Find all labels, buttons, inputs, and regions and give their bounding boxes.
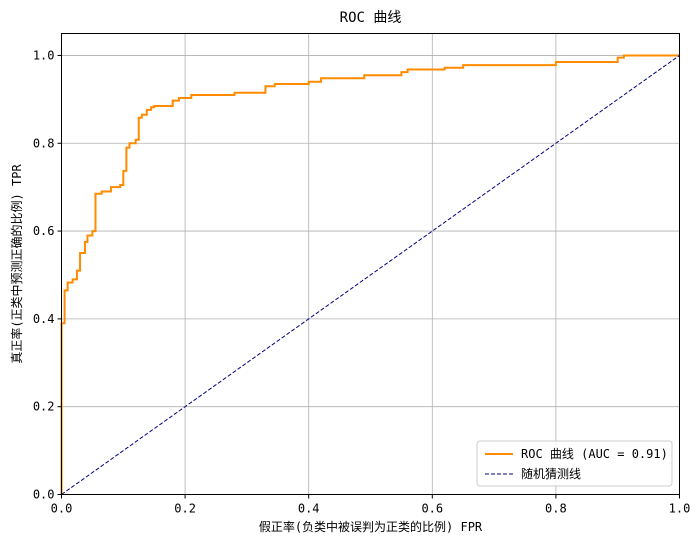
legend-label-random: 随机猜测线 bbox=[521, 466, 581, 481]
legend-box bbox=[476, 440, 673, 487]
x-tick-label: 0.6 bbox=[421, 502, 443, 516]
x-tick-label: 0.2 bbox=[174, 502, 196, 516]
x-ticks: 0.0 0.2 0.4 0.6 0.8 1.0 bbox=[51, 494, 691, 516]
x-tick-label: 0.8 bbox=[545, 502, 567, 516]
plot-frame bbox=[61, 33, 680, 495]
y-tick-label: 1.0 bbox=[33, 48, 55, 62]
x-tick-label: 0.0 bbox=[51, 502, 73, 516]
legend: ROC 曲线 (AUC = 0.91) 随机猜测线 bbox=[476, 440, 673, 487]
y-axis-label: 真正率(正类中预测正确的比例) TPR bbox=[9, 164, 24, 364]
y-ticks: 0.0 0.2 0.4 0.6 0.8 1.0 bbox=[33, 48, 62, 502]
chart-title: ROC 曲线 bbox=[340, 10, 402, 26]
y-tick-label: 0.2 bbox=[33, 400, 55, 414]
legend-label-roc: ROC 曲线 (AUC = 0.91) bbox=[521, 447, 668, 461]
series-layer bbox=[60, 54, 680, 495]
x-tick-label: 0.4 bbox=[298, 502, 320, 516]
x-axis-label: 假正率(负类中被误判为正类的比例) FPR bbox=[259, 519, 483, 534]
y-tick-label: 0.0 bbox=[33, 488, 55, 502]
roc-curve-line bbox=[60, 54, 680, 495]
y-tick-label: 0.8 bbox=[33, 136, 55, 150]
y-tick-label: 0.6 bbox=[33, 224, 55, 238]
x-tick-label: 1.0 bbox=[669, 502, 691, 516]
y-tick-label: 0.4 bbox=[33, 312, 55, 326]
random-guess-line bbox=[61, 55, 680, 495]
grid bbox=[61, 33, 680, 495]
